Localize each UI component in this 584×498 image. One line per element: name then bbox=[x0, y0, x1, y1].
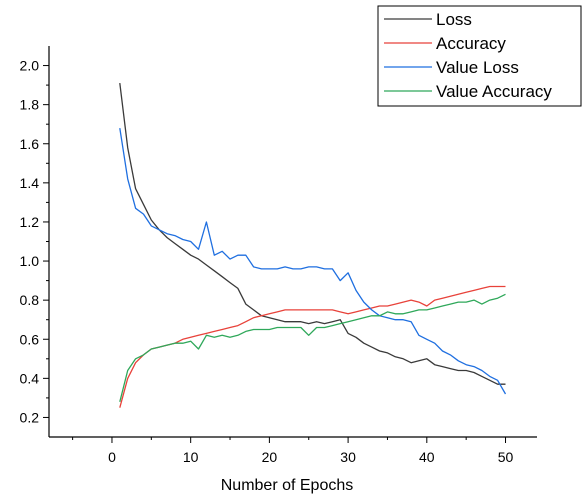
series-line-accuracy bbox=[119, 285, 506, 408]
legend-label-loss: Loss bbox=[436, 10, 472, 29]
y-tick-label: 0.4 bbox=[20, 370, 40, 386]
axes: 0 10 20 30 40 50 0.2 0.4 0.6 0.8 1.0 1.2 1.4 1.6 1.8 2.… bbox=[20, 46, 537, 465]
x-tick-label: 40 bbox=[419, 449, 435, 465]
x-tick-label: 0 bbox=[108, 449, 116, 465]
y-tick-label: 1.4 bbox=[20, 175, 40, 191]
y-tick-label: 1.0 bbox=[20, 253, 40, 269]
y-tick-label: 1.8 bbox=[20, 97, 40, 113]
legend-label-value-accuracy: Value Accuracy bbox=[436, 82, 552, 101]
series-line-value-accuracy bbox=[119, 293, 506, 402]
y-tick-label: 0.2 bbox=[20, 409, 40, 425]
x-tick-label: 10 bbox=[183, 449, 199, 465]
x-axis-title: Number of Epochs bbox=[221, 477, 354, 494]
y-tick-label: 1.6 bbox=[20, 136, 40, 152]
legend: Loss Accuracy Value Loss Value Accuracy bbox=[377, 5, 582, 107]
x-tick-label: 20 bbox=[262, 449, 278, 465]
series-lines bbox=[119, 83, 507, 408]
x-tick-label: 30 bbox=[340, 449, 356, 465]
legend-label-value-loss: Value Loss bbox=[436, 58, 519, 77]
y-tick-label: 2.0 bbox=[20, 58, 40, 74]
legend-label-accuracy: Accuracy bbox=[436, 34, 506, 53]
series-line-loss bbox=[119, 83, 506, 385]
y-tick-label: 0.6 bbox=[20, 331, 40, 347]
legend-box bbox=[377, 5, 582, 107]
x-tick-label: 50 bbox=[498, 449, 514, 465]
y-tick-label: 1.2 bbox=[20, 214, 40, 230]
series-line-value-loss bbox=[119, 128, 507, 395]
y-tick-label: 0.8 bbox=[20, 292, 40, 308]
